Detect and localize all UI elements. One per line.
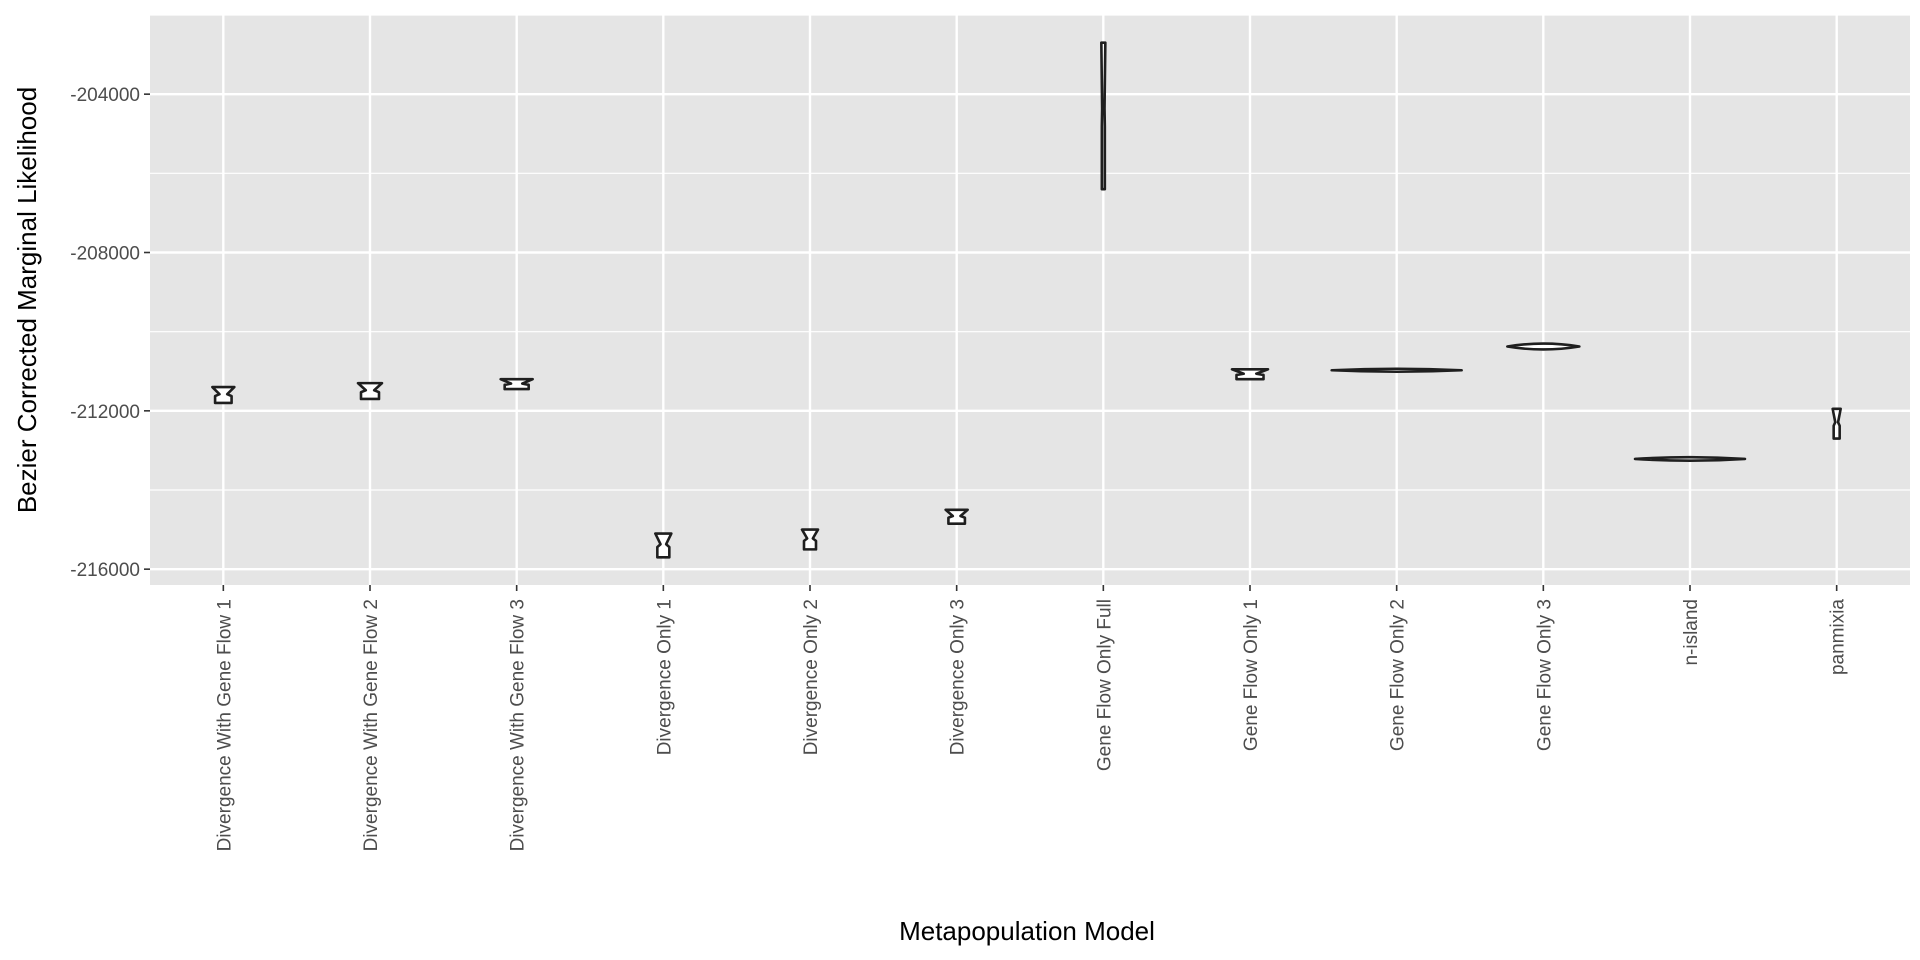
x-tick-label: Divergence Only 3	[948, 599, 969, 755]
plot-panel	[150, 15, 1910, 585]
y-axis-title: Bezier Corrected Marginal Likelihood	[12, 87, 42, 513]
y-tick-label: -216000	[70, 560, 140, 581]
minor-gridlines	[150, 14, 1910, 491]
x-tick-label: Gene Flow Only 2	[1388, 599, 1409, 751]
violin-mark	[1831, 407, 1842, 440]
violin-mark	[499, 377, 534, 391]
violin-mark	[1100, 41, 1107, 191]
violin-mark	[1330, 367, 1463, 374]
violin-mark	[800, 528, 820, 551]
x-tick-label: Divergence Only 2	[801, 599, 822, 755]
x-axis-title: Metapopulation Model	[899, 916, 1155, 946]
violin-mark	[211, 385, 236, 405]
violin-mark	[654, 532, 673, 559]
violin-mark	[1506, 342, 1581, 351]
major-gridlines	[150, 15, 1910, 585]
x-axis-ticks: Divergence With Gene Flow 1 Divergence Wi…	[214, 585, 1849, 851]
x-tick-label: Gene Flow Only Full	[1094, 599, 1115, 771]
x-tick-label: panmixia	[1828, 599, 1849, 675]
y-tick-label: -212000	[70, 402, 140, 423]
x-tick-label: Divergence With Gene Flow 3	[508, 599, 529, 851]
violin-mark	[1633, 455, 1747, 462]
y-axis-ticks: -204000 -208000 -212000 -216000	[70, 85, 150, 581]
y-tick-label: -204000	[70, 85, 140, 106]
violin-mark	[1230, 367, 1270, 381]
x-tick-label: Gene Flow Only 3	[1534, 599, 1555, 751]
x-tick-label: n-island	[1681, 599, 1702, 666]
x-tick-label: Divergence With Gene Flow 2	[361, 599, 382, 851]
x-tick-label: Divergence With Gene Flow 1	[214, 599, 235, 851]
violin-mark	[356, 381, 384, 401]
x-tick-label: Gene Flow Only 1	[1241, 599, 1262, 751]
violin-marks	[211, 41, 1842, 559]
violin-mark	[944, 508, 969, 525]
x-tick-label: Divergence Only 1	[654, 599, 675, 755]
y-tick-label: -208000	[70, 244, 140, 265]
